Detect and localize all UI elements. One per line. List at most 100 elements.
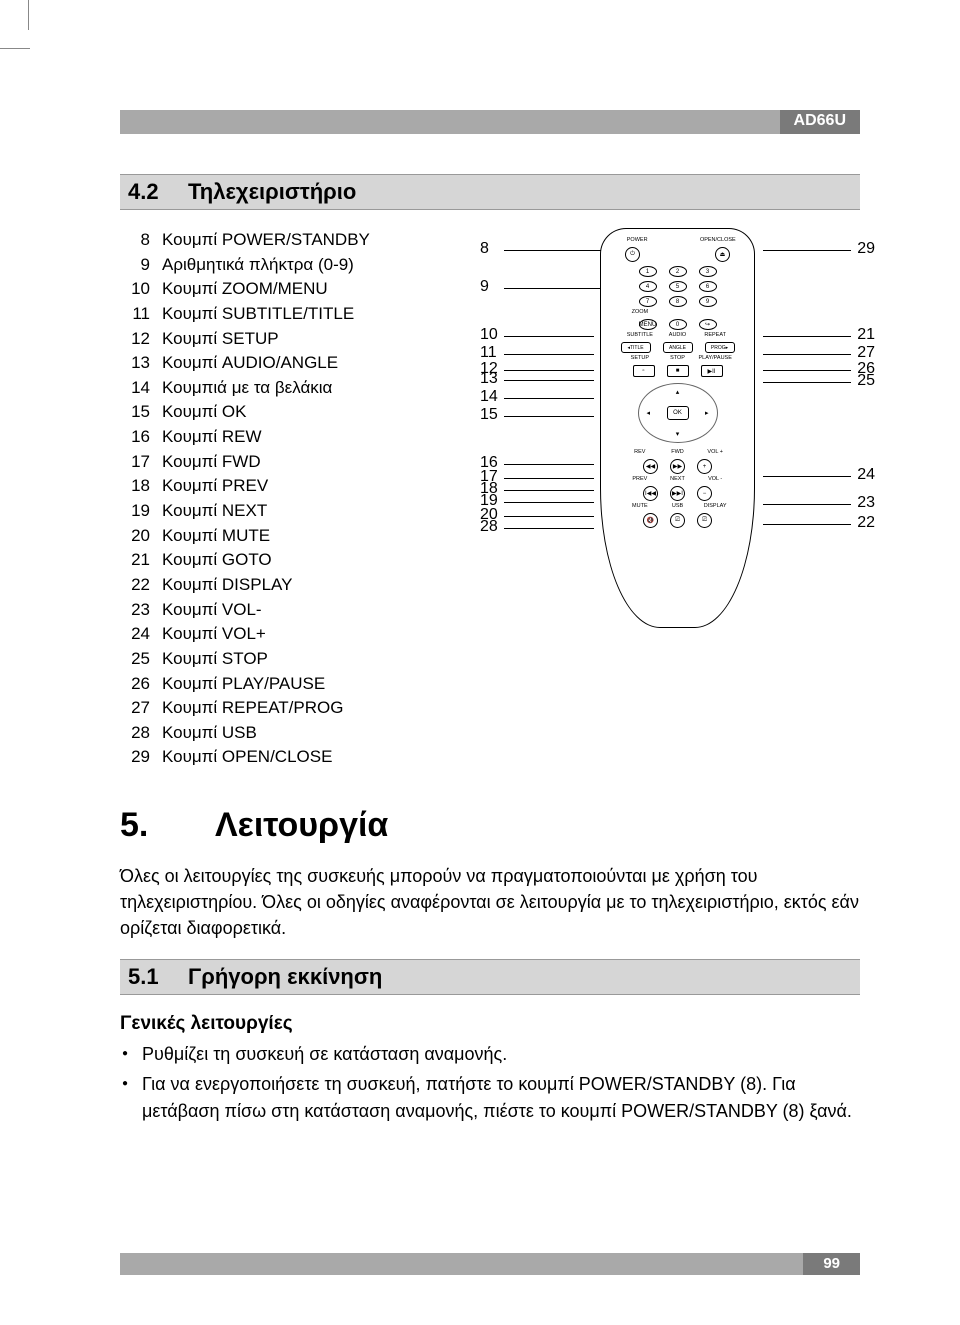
lead-line: 23 (755, 504, 875, 505)
angle-button[interactable]: ANGLE (663, 342, 693, 353)
list-item: 24 Κουμπί VOL+ (120, 622, 460, 647)
item-label: Κουμπί SETUP (162, 327, 279, 352)
lead-number: 13 (480, 370, 498, 388)
lead-number: 9 (480, 278, 489, 296)
arrow-down-icon[interactable]: ▾ (676, 430, 680, 438)
list-item: 21Κουμπί GOTO (120, 548, 460, 573)
voldn-button[interactable]: − (697, 486, 712, 501)
mute-button[interactable]: 🔇 (643, 513, 658, 528)
eject-button[interactable]: ⏏ (715, 247, 730, 262)
volup-label: VOL + (696, 449, 734, 455)
item-number: 9 (120, 253, 150, 278)
list-item: 19Κουμπί NEXT (120, 499, 460, 524)
item-number: 19 (120, 499, 150, 524)
digit-2-button[interactable]: 2 (669, 266, 687, 277)
crop-mark (28, 0, 29, 30)
prog-button[interactable]: PROG▸ (705, 342, 735, 353)
bullet-list: Ρυθμίζει τη συσκευή σε κατάσταση αναμονή… (120, 1041, 860, 1123)
digit-3-button[interactable]: 3 (699, 266, 717, 277)
item-number: 23 (120, 598, 150, 623)
list-item: 17Κουμπί FWD (120, 450, 460, 475)
prev-label: PREV (621, 476, 659, 482)
section-5-heading: 5.Λειτουργία (120, 806, 860, 845)
remote-diagram: 89101112131415161718192028 POWEROPEN/CLO… (480, 228, 860, 648)
lead-line: 26 (755, 370, 875, 371)
item-number: 25 (120, 647, 150, 672)
display-label: DISPLAY (696, 503, 734, 509)
list-item: 20 Κουμπί MUTE (120, 524, 460, 549)
arrow-up-icon[interactable]: ▴ (676, 388, 680, 396)
arrow-right-icon[interactable]: ▸ (705, 409, 709, 417)
digit-9-button[interactable]: 9 (699, 296, 717, 307)
item-number: 24 (120, 622, 150, 647)
item-number: 21 (120, 548, 150, 573)
zoom-label: ZOOM (621, 309, 659, 315)
digit-4-button[interactable]: 4 (639, 281, 657, 292)
list-item: 25 Κουμπί STOP (120, 647, 460, 672)
item-number: 28 (120, 721, 150, 746)
item-label: Κουμπιά με τα βελάκια (162, 376, 332, 401)
setup-button[interactable]: ▫ (633, 365, 655, 377)
digit-1-button[interactable]: 1 (639, 266, 657, 277)
power-button[interactable]: ⏻ (625, 247, 640, 262)
menu-button[interactable]: MENU (639, 319, 657, 330)
list-item: 16Κουμπί REW (120, 425, 460, 450)
fwd-button[interactable]: ▶▶ (670, 459, 685, 474)
lead-number: 15 (480, 406, 498, 424)
lead-line: 24 (755, 476, 875, 477)
list-item: 23Κουμπί VOL- (120, 598, 460, 623)
arrow-left-icon[interactable]: ◂ (647, 409, 651, 417)
list-item: 14 Κουμπιά με τα βελάκια (120, 376, 460, 401)
header-strip: AD66U (120, 110, 860, 134)
item-label: Κουμπί MUTE (162, 524, 270, 549)
zero-button[interactable]: 0 (669, 319, 687, 330)
lead-number: 22 (857, 514, 875, 532)
usb-button[interactable]: ⎚ (670, 513, 685, 528)
item-number: 14 (120, 376, 150, 401)
item-number: 10 (120, 277, 150, 302)
item-label: Κουμπί VOL+ (162, 622, 266, 647)
title-button[interactable]: ◂TITLE (621, 342, 651, 353)
digit-7-button[interactable]: 7 (639, 296, 657, 307)
lead-line: 21 (755, 336, 875, 337)
list-item: 26Κουμπί PLAY/PAUSE (120, 672, 460, 697)
prev-button[interactable]: I◀◀ (643, 486, 658, 501)
dpad[interactable]: ▴ ▾ ◂ ▸ OK (638, 383, 718, 443)
item-number: 11 (120, 302, 150, 327)
lead-number: 29 (857, 240, 875, 258)
section-number: 5. (120, 806, 215, 845)
display-button[interactable]: ⎚ (697, 513, 712, 528)
list-item: 9Αριθμητικά πλήκτρα (0-9) (120, 253, 460, 278)
item-number: 12 (120, 327, 150, 352)
playpause-label: PLAY/PAUSE (696, 355, 734, 361)
list-item: 13Κουμπί AUDIO/ANGLE (120, 351, 460, 376)
digit-5-button[interactable]: 5 (669, 281, 687, 292)
playpause-button[interactable]: ▶II (701, 365, 723, 377)
volup-button[interactable]: + (697, 459, 712, 474)
audio-label: AUDIO (659, 332, 697, 338)
footer-strip: 99 (120, 1253, 860, 1275)
voldn-label: VOL - (696, 476, 734, 482)
next-button[interactable]: ▶▶I (670, 486, 685, 501)
digit-6-button[interactable]: 6 (699, 281, 717, 292)
item-label: Κουμπί REW (162, 425, 262, 450)
item-label: Κουμπί REPEAT/PROG (162, 696, 343, 721)
page-content: AD66U 4.2Τηλεχειριστήριο 8Κουμπί POWER/S… (120, 110, 860, 1128)
list-item: 12 Κουμπί SETUP (120, 327, 460, 352)
lead-line: 27 (755, 354, 875, 355)
item-label: Κουμπί PLAY/PAUSE (162, 672, 325, 697)
bullet-item: Ρυθμίζει τη συσκευή σε κατάσταση αναμονή… (120, 1041, 860, 1067)
item-label: Κουμπί DISPLAY (162, 573, 292, 598)
stop-label: STOP (659, 355, 697, 361)
bullet-item: Για να ενεργοποιήσετε τη συσκευή, πατήστ… (120, 1071, 860, 1123)
goto-button[interactable]: ↪ (699, 319, 717, 330)
stop-button[interactable]: ■ (667, 365, 689, 377)
rew-button[interactable]: ◀◀ (643, 459, 658, 474)
ok-button[interactable]: OK (667, 406, 689, 420)
item-label: Κουμπί SUBTITLE/TITLE (162, 302, 354, 327)
digit-8-button[interactable]: 8 (669, 296, 687, 307)
lead-number: 24 (857, 466, 875, 484)
item-number: 13 (120, 351, 150, 376)
item-label: Κουμπί STOP (162, 647, 268, 672)
item-number: 20 (120, 524, 150, 549)
